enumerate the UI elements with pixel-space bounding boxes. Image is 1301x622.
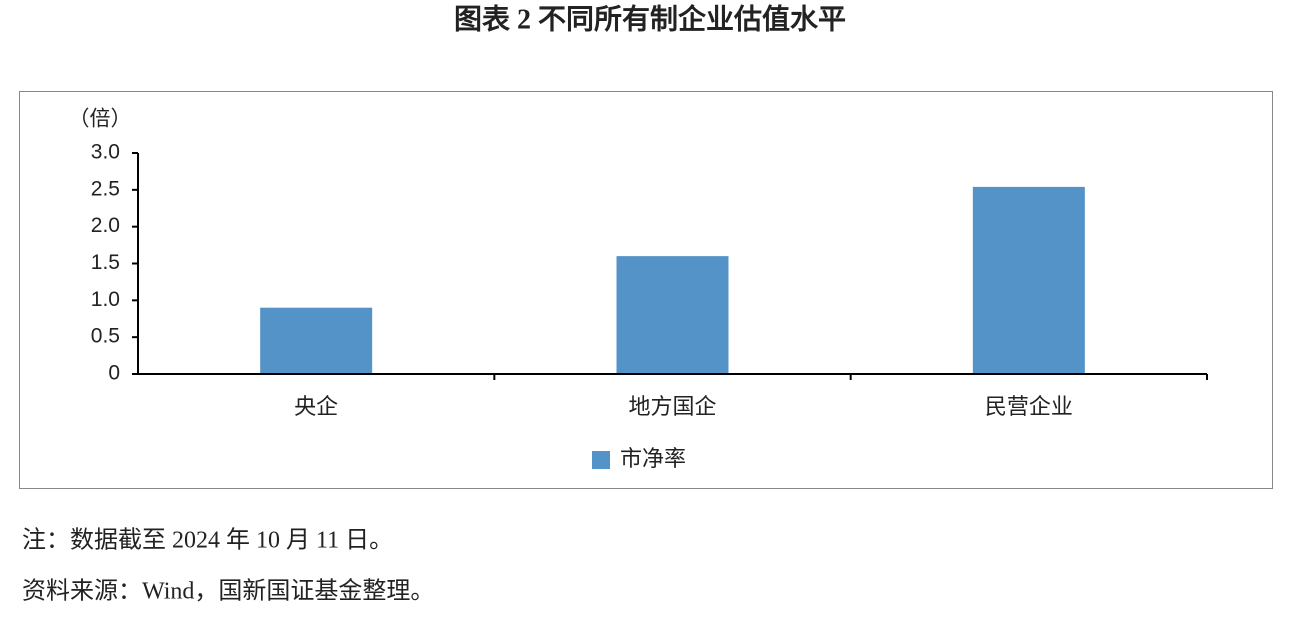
x-tick-label: 民营企业 bbox=[985, 394, 1073, 419]
note: 注：数据截至 2024 年 10 月 11 日。 bbox=[22, 527, 393, 554]
chart-title: 图表 2 不同所有制企业估值水平 bbox=[454, 2, 846, 35]
bar bbox=[972, 186, 1085, 374]
bar bbox=[260, 307, 373, 374]
y-tick-label: 2.5 bbox=[91, 177, 120, 200]
y-tick-label: 2.0 bbox=[91, 214, 120, 237]
bar bbox=[616, 256, 729, 374]
x-tick-label: 央企 bbox=[294, 394, 338, 419]
legend-label: 市净率 bbox=[620, 446, 686, 471]
y-axis-label: （倍） bbox=[69, 108, 132, 131]
x-tick-label: 地方国企 bbox=[628, 394, 716, 419]
y-tick-label: 1.0 bbox=[91, 288, 120, 311]
y-tick-label: 3.0 bbox=[91, 141, 120, 164]
chart-frame bbox=[19, 91, 1273, 489]
y-tick-label: 0.5 bbox=[91, 325, 120, 348]
note: 资料来源：Wind，国新国证基金整理。 bbox=[22, 578, 434, 605]
legend-swatch bbox=[592, 451, 610, 469]
y-tick-label: 1.5 bbox=[91, 251, 120, 274]
y-tick-label: 0 bbox=[108, 362, 120, 385]
